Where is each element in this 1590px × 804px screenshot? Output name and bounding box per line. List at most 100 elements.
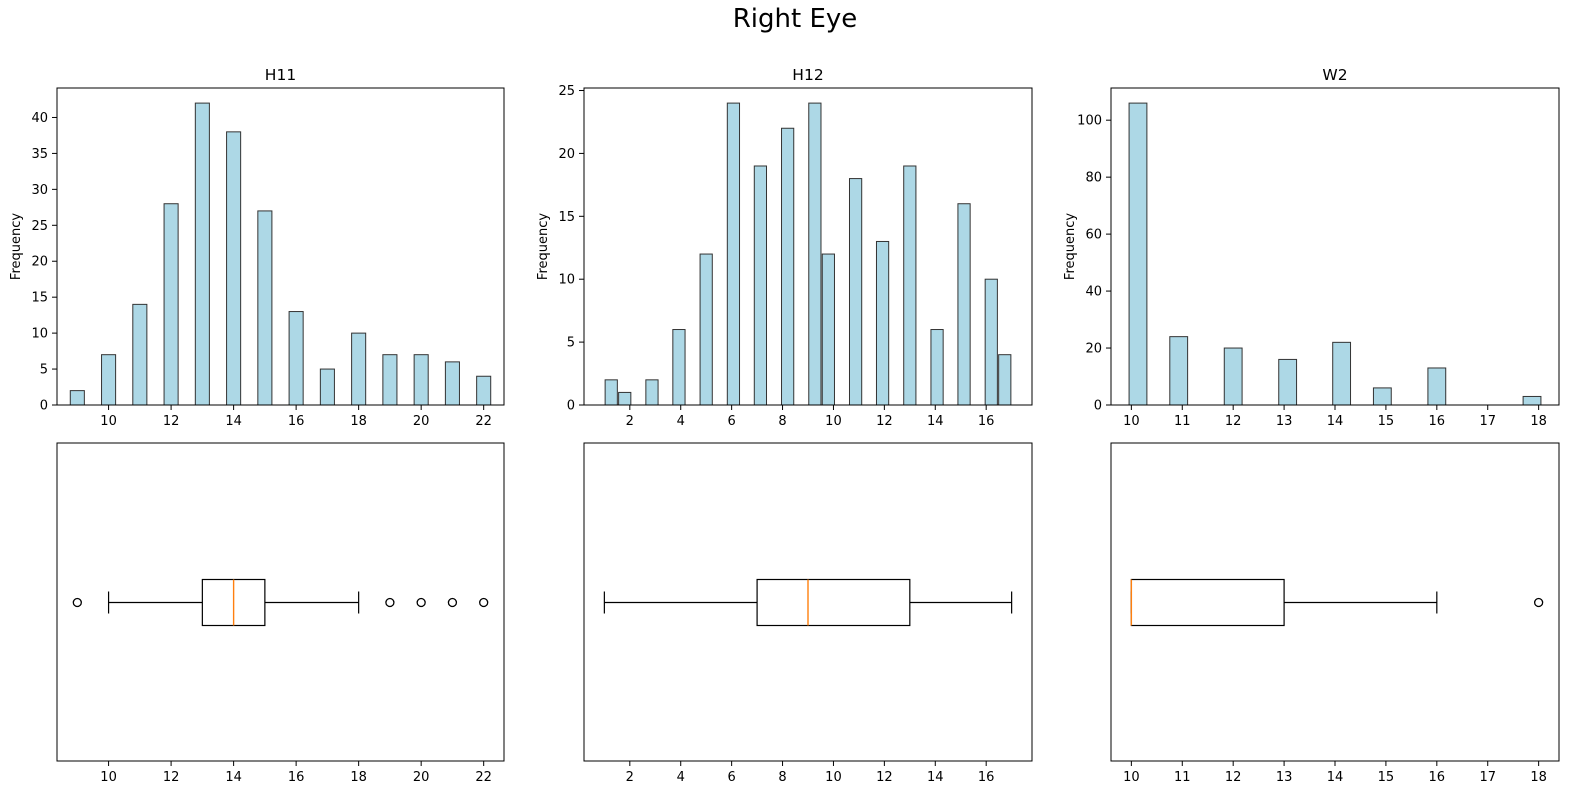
hist-h12-bar-1 [618,391,632,406]
hist-h12-ytick-label-1: 5 [567,336,575,351]
boxplot-3-xtick-label-7: 17 [1479,770,1496,785]
hist-h11-bar-8 [319,368,335,406]
boxplot-1-outlier-4 [479,597,489,608]
hist-h12-xtick-label-7: 16 [978,414,995,429]
hist-h11-bar-11 [413,354,429,406]
hist-h11-bar-9 [351,332,367,406]
hist-h11-xtick-label-4: 18 [350,414,367,429]
boxplot-1-xtick-label-4: 18 [350,770,367,785]
hist-h12-bar-3 [672,329,686,406]
hist-w2-xtick-label-2: 12 [1225,414,1242,429]
hist-h12-ytick-label-2: 10 [558,273,575,288]
figure-title: Right Eye [732,4,858,34]
hist-h11-title: H11 [265,66,296,84]
hist-w2-bar-3 [1278,358,1298,406]
hist-h11-xtick-label-0: 10 [100,414,117,429]
boxplot-1-xtick-label-5: 20 [413,770,430,785]
hist-h11-bar-13 [476,375,492,406]
hist-h11-xtick-label-3: 16 [288,414,305,429]
hist-w2-xtick-label-6: 16 [1429,414,1446,429]
hist-h11-axes [56,87,505,406]
hist-h12-bar-16 [998,354,1012,406]
hist-w2-bar-1 [1169,336,1189,406]
hist-w2-xtick-label-1: 11 [1174,414,1191,429]
hist-h12-bar-2 [645,379,659,406]
hist-h12-bar-7 [781,127,795,406]
hist-h12-ytick-label-5: 25 [558,84,575,99]
hist-h12-bar-12 [903,165,917,406]
hist-h11-xtick-label-2: 14 [225,414,242,429]
boxplot-1-outlier-3 [447,597,458,608]
boxplot-1-outlier-1 [385,597,395,608]
boxplot-3-xtick-label-3: 13 [1276,770,1293,785]
hist-h11-ytick-label-2: 10 [31,327,48,342]
hist-h11-ytick-label-5: 25 [31,219,48,234]
hist-w2-bar-2 [1223,347,1243,406]
hist-w2-title: W2 [1322,66,1347,84]
hist-w2-ytick-label-3: 60 [1085,228,1102,243]
hist-h12-bar-8 [808,102,822,406]
hist-w2-bar-6 [1427,367,1447,406]
hist-h12-bar-10 [848,178,863,406]
hist-h12-axes [583,87,1033,406]
boxplot-3-xtick-label-2: 12 [1225,770,1242,785]
boxplot-2-xtick-label-2: 6 [727,770,735,785]
hist-h12-bar-9 [821,253,835,406]
hist-h11-xtick-label-6: 22 [475,414,492,429]
boxplot-1-xtick-label-2: 14 [225,770,242,785]
boxplot-2-box [756,578,911,627]
hist-h11-ytick-label-8: 40 [31,111,48,126]
hist-h12-xtick-label-5: 12 [876,414,893,429]
hist-h11-bar-12 [444,361,460,406]
boxplot-3-xtick-label-4: 14 [1327,770,1344,785]
hist-h11-bar-3 [163,203,179,406]
hist-h11-ytick-label-7: 35 [31,147,48,162]
boxplot-1-xtick-label-1: 12 [163,770,180,785]
hist-h11-xtick-label-5: 20 [413,414,430,429]
boxplot-1-axes [56,442,505,762]
hist-w2-ytick-label-0: 0 [1094,399,1102,414]
hist-w2-xtick-label-0: 10 [1123,414,1140,429]
hist-h12-title: H12 [792,66,823,84]
hist-w2-ytick-label-2: 40 [1085,285,1102,300]
boxplot-1-xtick-label-0: 10 [100,770,117,785]
hist-h12-ytick-label-0: 0 [567,399,575,414]
hist-h12-bar-15 [984,278,998,406]
boxplot-1-xtick-label-6: 22 [475,770,492,785]
hist-h12-ylabel: Frequency [536,213,551,280]
boxplot-3-xtick-label-1: 11 [1174,770,1191,785]
hist-w2-ylabel: Frequency [1063,213,1078,280]
boxplot-1-outlier-2 [416,597,426,608]
hist-h11-ylabel: Frequency [9,213,24,280]
hist-h11-bar-4 [194,102,210,406]
hist-h11-bar-10 [382,354,398,406]
hist-h12-bar-5 [726,102,741,406]
boxplot-1-outlier-0 [72,597,82,608]
hist-h11-bar-6 [257,210,273,406]
boxplot-2-xtick-label-4: 10 [825,770,842,785]
hist-w2-bar-4 [1332,341,1352,406]
boxplot-2-xtick-label-7: 16 [978,770,995,785]
hist-h12-bar-6 [753,165,768,406]
hist-w2-xtick-label-4: 14 [1327,414,1344,429]
hist-w2-xtick-label-8: 18 [1530,414,1547,429]
hist-w2-ytick-label-4: 80 [1085,171,1102,186]
hist-h11-bar-5 [226,131,242,406]
hist-h11-ytick-label-0: 0 [40,399,48,414]
hist-h12-bar-14 [957,203,971,406]
boxplot-3-xtick-label-8: 18 [1530,770,1547,785]
boxplot-1-xtick-label-3: 16 [288,770,305,785]
hist-h11-bar-0 [69,390,85,406]
hist-h12-bar-11 [875,240,890,406]
hist-h12-bar-4 [699,253,713,406]
boxplot-2-xtick-label-6: 14 [927,770,944,785]
hist-h12-xtick-label-1: 4 [677,414,685,429]
boxplot-2-axes [583,442,1033,762]
hist-h12-xtick-label-0: 2 [626,414,634,429]
boxplot-2-xtick-label-5: 12 [876,770,893,785]
boxplot-3-xtick-label-5: 15 [1378,770,1395,785]
hist-h11-bar-1 [101,354,117,406]
boxplot-2-xtick-label-0: 2 [626,770,634,785]
hist-w2-ytick-label-1: 20 [1085,342,1102,357]
